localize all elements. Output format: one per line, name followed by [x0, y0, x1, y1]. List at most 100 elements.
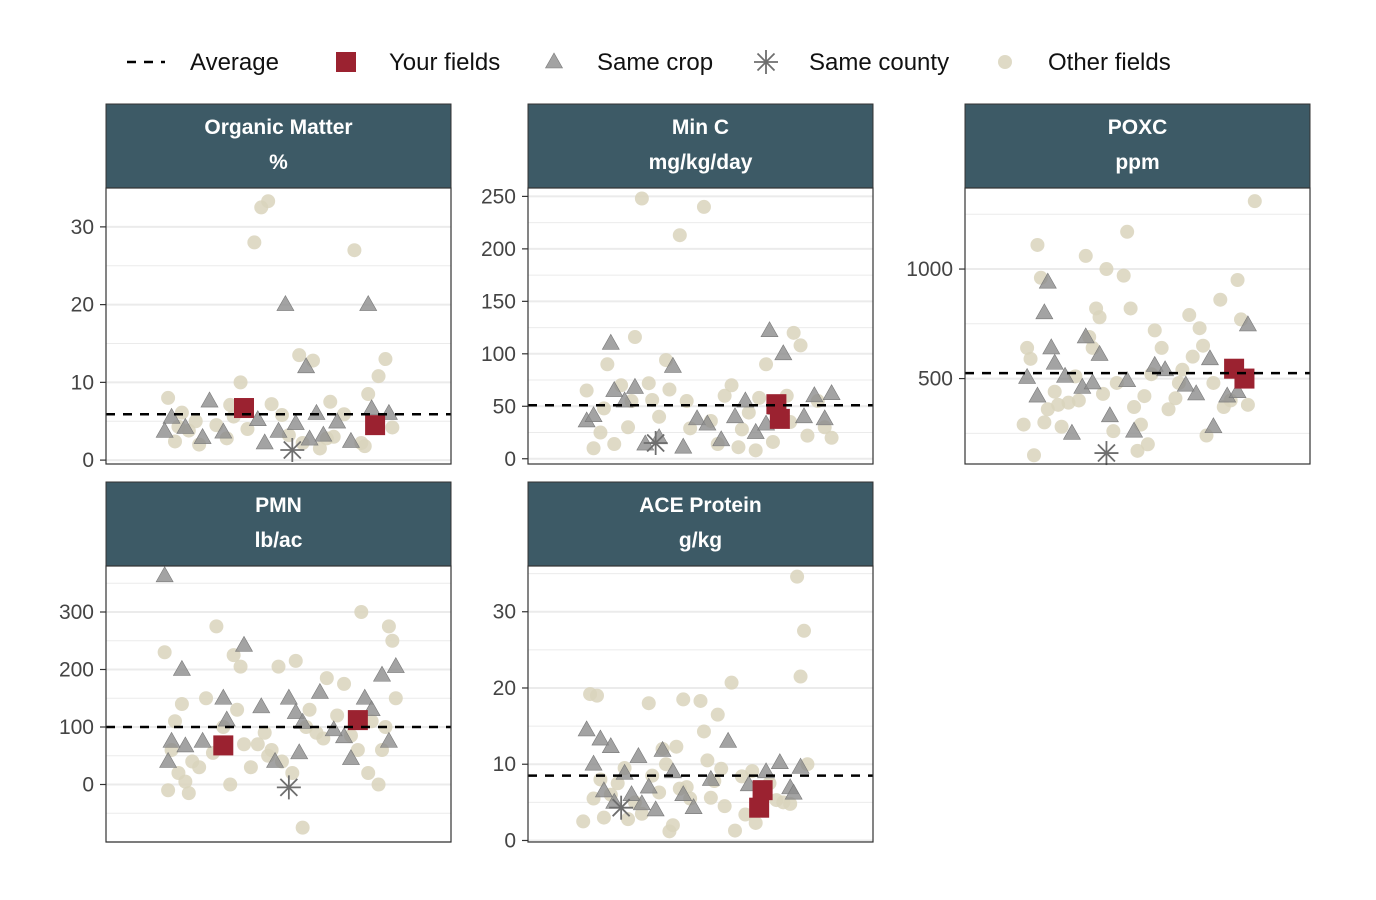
- same-crop-point: [584, 406, 603, 423]
- y-tick-label: 200: [59, 659, 94, 682]
- same-crop-point: [1200, 349, 1219, 366]
- panel-unit: g/kg: [679, 529, 722, 552]
- other-field-point: [793, 669, 808, 684]
- other-field-point: [361, 387, 376, 402]
- same-crop-point: [725, 407, 745, 424]
- same-crop-point: [290, 743, 309, 760]
- same-crop-point: [794, 407, 814, 424]
- same-crop-point: [712, 430, 731, 447]
- panel-border: [964, 187, 1311, 465]
- other-field-point: [1230, 273, 1245, 287]
- same-crop-point: [791, 757, 810, 774]
- same-crop-point: [1176, 375, 1195, 392]
- same-county-point: [643, 431, 668, 456]
- same-crop-point: [1118, 371, 1137, 388]
- other-field-point: [230, 702, 245, 717]
- other-field-point: [710, 707, 725, 722]
- other-field-point: [1168, 391, 1183, 406]
- other-field-point: [790, 569, 805, 584]
- legend-item-average: Average: [127, 49, 279, 76]
- same-crop-point: [1090, 344, 1109, 361]
- same-crop-point: [300, 429, 319, 446]
- chart-panel-3: POXC ppm 500 1000: [906, 103, 1311, 466]
- other-field-point: [600, 357, 615, 372]
- same-crop-point: [176, 417, 195, 434]
- other-field-point: [1137, 389, 1152, 404]
- same-crop-point: [625, 377, 644, 394]
- same-crop-point: [663, 762, 682, 779]
- same-crop-point: [379, 731, 398, 748]
- same-crop-point: [577, 720, 596, 737]
- other-field-point: [1023, 351, 1038, 366]
- asterisk-stroke: [612, 798, 631, 817]
- other-field-point: [1213, 292, 1228, 307]
- your-field-point: [769, 408, 790, 429]
- other-field-point: [271, 659, 286, 674]
- other-field-point: [1037, 415, 1052, 430]
- other-field-point: [669, 739, 684, 754]
- other-field-point: [288, 653, 303, 668]
- other-field-point: [607, 437, 622, 452]
- same-crop-point: [176, 736, 195, 753]
- asterisk-stroke: [646, 433, 665, 453]
- other-field-point: [596, 810, 611, 825]
- other-field-point: [659, 757, 673, 772]
- asterisk-stroke: [279, 778, 298, 797]
- other-field-point: [337, 676, 352, 691]
- other-field-point: [621, 812, 636, 827]
- same-crop-point: [155, 421, 174, 438]
- other-field-point: [596, 401, 611, 416]
- same-crop-point: [155, 566, 174, 583]
- legend-label: Average: [190, 49, 279, 76]
- same-crop-point: [701, 769, 720, 786]
- same-crop-point: [1187, 384, 1206, 401]
- same-crop-point: [815, 409, 834, 426]
- other-field-point: [192, 760, 207, 775]
- same-crop-point: [1042, 338, 1061, 355]
- other-field-point: [703, 790, 718, 805]
- other-field-point: [1020, 340, 1035, 355]
- other-field-point: [1106, 424, 1121, 439]
- other-field-point: [1099, 262, 1114, 277]
- same-crop-point: [615, 391, 634, 408]
- same-crop-point: [310, 682, 329, 699]
- other-field-point: [285, 766, 300, 780]
- other-field-point: [1092, 310, 1107, 325]
- same-crop-point: [639, 777, 658, 794]
- other-field-point: [1147, 323, 1162, 338]
- same-crop-point: [601, 333, 620, 350]
- legend-item-your-fields: Your fields: [336, 49, 500, 76]
- other-field-point: [264, 397, 279, 412]
- other-field-point: [250, 737, 265, 752]
- other-field-point: [361, 766, 376, 780]
- other-field-point: [364, 714, 379, 729]
- other-field-point: [378, 352, 393, 367]
- y-tick-label: 30: [71, 216, 94, 239]
- other-field-point: [223, 777, 238, 792]
- panel-border: [527, 187, 874, 465]
- other-field-point: [1154, 340, 1169, 355]
- same-crop-point: [684, 798, 703, 814]
- other-field-point: [1123, 301, 1138, 316]
- other-field-point: [388, 691, 403, 706]
- other-field-point: [1116, 268, 1131, 283]
- same-crop-point: [248, 410, 267, 426]
- same-crop-point: [252, 697, 271, 714]
- other-field-point: [350, 743, 365, 757]
- other-field-point: [786, 325, 801, 340]
- same-crop-point: [276, 295, 295, 311]
- same-crop-point: [605, 380, 624, 397]
- asterisk-stroke: [1097, 443, 1116, 463]
- same-county-point: [1094, 441, 1119, 466]
- same-crop-point: [200, 391, 219, 408]
- other-field-point: [233, 659, 248, 674]
- other-field-point: [700, 753, 715, 768]
- y-tick-label: 300: [59, 601, 94, 624]
- legend-item-same-crop: Same crop: [544, 49, 713, 76]
- other-field-point: [641, 696, 656, 711]
- other-field-point: [168, 714, 182, 729]
- y-tick-label: 0: [82, 774, 94, 797]
- other-field-point: [1096, 386, 1110, 401]
- other-field-point: [824, 430, 839, 445]
- panel-border: [527, 565, 874, 843]
